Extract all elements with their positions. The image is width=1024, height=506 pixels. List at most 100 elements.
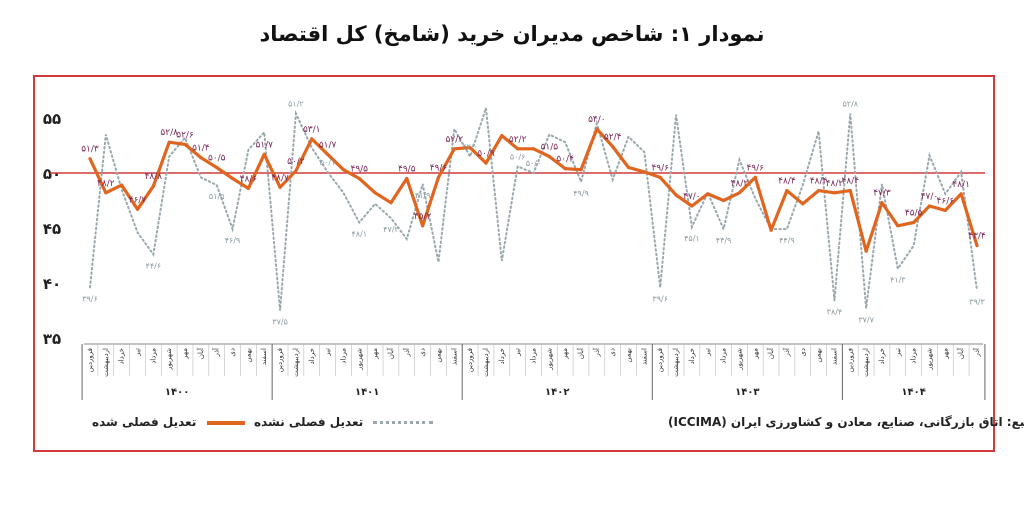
year-label: ۱۴۰۱ (355, 387, 379, 398)
adjusted-data-label: ۵۱/۴ (192, 144, 210, 154)
x-tick-label: آبان (956, 347, 965, 359)
unadjusted-data-label: ۳۸/۴ (827, 308, 843, 317)
x-tick-label: شهریور (165, 348, 173, 371)
series-adjusted-point (769, 228, 773, 232)
series-adjusted-point (294, 169, 298, 173)
x-tick-label: فروردین (276, 348, 284, 372)
series-adjusted-point (230, 176, 235, 181)
series-adjusted-point (975, 244, 979, 248)
series-adjusted-point (183, 142, 187, 146)
x-tick-label: آذر (972, 347, 981, 357)
series-adjusted-point (817, 189, 821, 193)
adjusted-data-label: ۴۸/۸ (145, 172, 163, 182)
x-tick-label: اسفند (830, 348, 838, 365)
x-tick-label: مهر (181, 348, 189, 360)
x-tick-label: بهمن (625, 348, 633, 363)
x-tick-label: دی (229, 348, 237, 357)
series-adjusted-point (896, 224, 900, 228)
adjusted-data-label: ۴۹/۶ (430, 163, 448, 173)
series-adjusted-point (310, 137, 314, 141)
x-tick-label: اردیبهشت (862, 348, 870, 377)
x-tick-label: مرداد (149, 348, 157, 364)
x-tick-label: مرداد (720, 348, 728, 364)
series-adjusted-point (325, 152, 330, 156)
unadjusted-data-label: ۵۰/۰ (526, 159, 542, 168)
adjusted-data-label: ۴۵/۲ (414, 212, 432, 222)
series-adjusted-point (278, 185, 282, 189)
legend-adjusted-swatch (206, 420, 245, 425)
x-tick-label: اسفند (450, 348, 458, 365)
series-adjusted-point (373, 191, 377, 195)
adjusted-data-label: ۴۹/۶ (746, 163, 764, 173)
legend-unadjusted-swatch (373, 421, 434, 424)
y-tick-label: ۳۵ (43, 330, 61, 348)
x-tick-label: فروردین (656, 348, 664, 372)
unadjusted-data-label: ۴۲/۰ (462, 143, 478, 152)
series-adjusted-point (389, 201, 393, 205)
series-adjusted-point (785, 189, 789, 193)
series-adjusted-point (912, 220, 916, 225)
series-adjusted-point (721, 198, 726, 203)
adjusted-data-label: ۵۱/۷ (319, 140, 337, 150)
series-adjusted-point (642, 170, 646, 174)
x-tick-label: مهر (941, 348, 949, 360)
series-adjusted-point (421, 224, 425, 228)
x-tick-label: خرداد (688, 348, 696, 364)
x-tick-label: فروردین (86, 348, 94, 372)
series-adjusted-point (357, 176, 361, 181)
series-adjusted-point (927, 204, 932, 208)
unadjusted-data-label: ۳۷/۵ (272, 318, 288, 327)
legend-adjusted-label: تعدیل فصلی شده (92, 415, 197, 429)
series-adjusted-point (848, 189, 852, 193)
source-note: منبع: اتاق بازرگانی، صنایع، معادن و کشاو… (668, 415, 1024, 429)
series-adjusted-point (516, 147, 520, 151)
series-adjusted-point (215, 165, 219, 170)
adjusted-data-label: ۵۲/۲ (509, 135, 527, 145)
x-tick-label: اردیبهشت (672, 348, 680, 377)
series-adjusted-point (864, 249, 868, 253)
unadjusted-data-label: ۵۱/۵ (209, 192, 225, 201)
x-tick-label: اسفند (260, 348, 268, 365)
year-label: ۱۴۰۳ (735, 387, 759, 398)
year-label: ۱۴۰۴ (901, 387, 925, 398)
series-adjusted-point (563, 167, 567, 171)
x-tick-label: تیر (514, 348, 522, 357)
adjusted-data-label: ۴۶/۷ (129, 195, 147, 205)
x-tick-label: مهر (561, 348, 569, 360)
series-adjusted-point (690, 204, 694, 208)
y-tick-label: ۵۵ (43, 110, 61, 128)
adjusted-data-label: ۴۹/۶ (651, 163, 669, 173)
legend-adjusted: تعدیل فصلی شده (92, 415, 245, 429)
legend-unadjusted-label: تعدیل فصلی نشده (254, 415, 364, 429)
legend-unadjusted: تعدیل فصلی نشده (254, 415, 434, 429)
x-tick-label: خرداد (878, 348, 886, 364)
series-adjusted-point (626, 165, 631, 170)
unadjusted-data-label: ۴۱/۹ (415, 191, 431, 200)
x-tick-label: شهریور (545, 348, 553, 371)
series-adjusted-point (595, 127, 599, 131)
x-tick-label: اسفند (640, 348, 648, 365)
adjusted-data-label: ۵۱/۷ (255, 140, 273, 150)
series-adjusted-point (500, 134, 504, 138)
x-tick-label: فروردین (846, 348, 854, 372)
series-adjusted-point (436, 175, 441, 179)
adjusted-data-label: ۴۸/۱ (952, 180, 970, 190)
x-tick-label: مهر (371, 348, 379, 360)
x-tick-label: آذر (592, 347, 601, 357)
x-tick-label: آبان (576, 347, 585, 359)
adjusted-data-label: ۵۲/۴ (604, 133, 622, 143)
series-adjusted-point (88, 157, 92, 161)
unadjusted-data-label: ۴۴/۶ (146, 261, 162, 270)
series-adjusted-point (832, 191, 837, 195)
chart-frame (33, 75, 995, 452)
adjusted-data-label: ۴۸/۴ (778, 177, 796, 187)
x-tick-label: آبان (766, 347, 775, 359)
x-tick-label: شهریور (735, 348, 743, 371)
year-label: ۱۴۰۲ (545, 387, 569, 398)
adjusted-data-label: ۵۰/۴ (556, 155, 574, 165)
series-adjusted-point (753, 175, 757, 179)
unadjusted-data-label: ۳۹/۳ (969, 298, 985, 307)
x-tick-label: آذر (782, 347, 791, 357)
x-tick-label: بهمن (815, 348, 823, 363)
